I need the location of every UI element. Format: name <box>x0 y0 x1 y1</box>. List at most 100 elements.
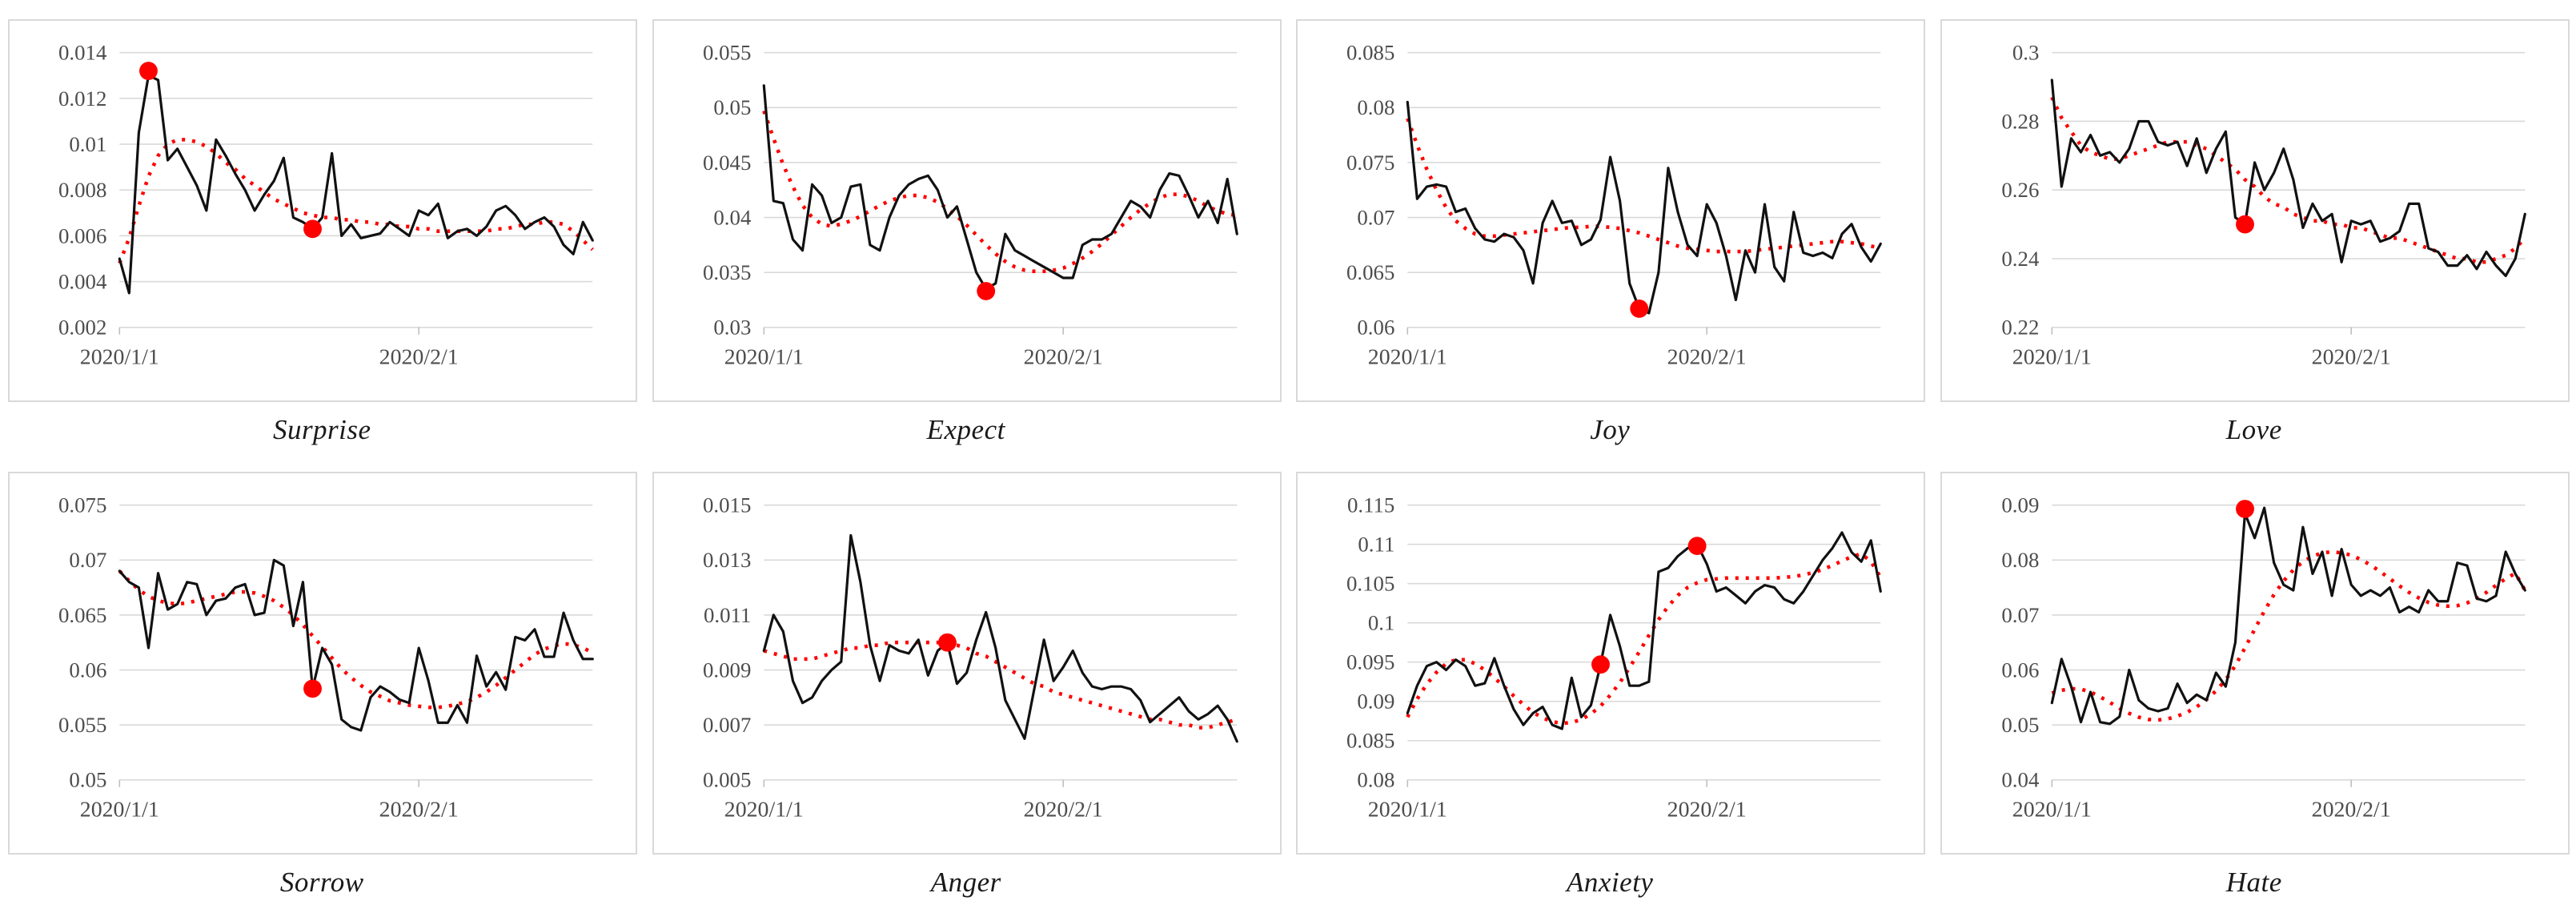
y-tick-label: 0.07 <box>2001 603 2039 627</box>
y-tick-label: 0.01 <box>69 132 106 156</box>
y-tick-label: 0.26 <box>2001 178 2039 202</box>
y-tick-label: 0.05 <box>2001 713 2039 737</box>
x-tick-label: 2020/2/1 <box>2311 797 2390 822</box>
chart-card: 0.04 0.05 0.06 0.07 0.08 0.09 2020/1/1 2020/2/1 <box>1940 472 2570 855</box>
data-line <box>2050 506 2526 726</box>
y-tick-label: 0.009 <box>702 658 750 682</box>
trend-line <box>118 138 594 264</box>
x-tick-label: 2020/1/1 <box>1368 797 1447 822</box>
event-marker-dot <box>303 679 322 698</box>
y-tick-label: 0.013 <box>702 548 750 572</box>
x-tick-label: 2020/2/1 <box>379 344 459 369</box>
y-tick-label: 0.08 <box>2001 548 2039 572</box>
x-tick-label: 2020/1/1 <box>2012 344 2091 369</box>
y-tick-label: 0.04 <box>713 205 751 229</box>
trend-line <box>118 569 594 710</box>
y-tick-label: 0.06 <box>1357 316 1394 340</box>
y-tick-label: 0.22 <box>2001 316 2039 340</box>
y-tick-label: 0.075 <box>1346 151 1394 175</box>
x-tick-label: 2020/2/1 <box>2311 344 2390 369</box>
data-line <box>118 558 594 732</box>
chart-title: Anxiety <box>1567 867 1654 898</box>
chart-card: 0.06 0.065 0.07 0.075 0.08 0.085 2020/1/1 2020/… <box>1296 19 1925 402</box>
data-line <box>118 74 594 295</box>
y-tick-label: 0.004 <box>58 270 106 294</box>
chart-title: Surprise <box>272 414 371 445</box>
x-tick-label: 2020/1/1 <box>1368 344 1447 369</box>
chart-card: 0.03 0.035 0.04 0.045 0.05 0.055 2020/1/1 2020/… <box>652 19 1282 402</box>
y-tick-label: 0.24 <box>2001 247 2039 271</box>
x-tick-label: 2020/2/1 <box>1667 344 1747 369</box>
y-tick-label: 0.011 <box>703 603 750 627</box>
chart-plot-area: 0.08 0.085 0.09 0.095 0.1 0.105 0.11 0.115 2020/… <box>1346 493 1883 822</box>
y-tick-label: 0.012 <box>58 86 106 111</box>
trend-line <box>2049 96 2526 264</box>
event-marker-dot <box>303 219 322 239</box>
event-marker-dot <box>139 62 158 80</box>
chart-title: Joy <box>1590 414 1631 445</box>
chart-plot-area: 0.03 0.035 0.04 0.045 0.05 0.055 2020/1/1 2020/… <box>702 41 1238 369</box>
chart-plot-area: 0.05 0.055 0.06 0.065 0.07 0.075 2020/1/1 2020/… <box>58 493 594 822</box>
chart-panel: 0.03 0.035 0.04 0.045 0.05 0.055 2020/1/1 2020/… <box>644 0 1289 452</box>
y-tick-label: 0.005 <box>702 768 750 792</box>
y-tick-label: 0.28 <box>2001 109 2039 133</box>
chart-panel: 0.08 0.085 0.09 0.095 0.1 0.105 0.11 0.115 2020/… <box>1288 452 1932 905</box>
chart-card: 0.002 0.004 0.006 0.008 0.01 0.012 0.014 2020/1… <box>8 19 637 402</box>
event-marker-dot <box>976 282 995 300</box>
chart-panel: 0.05 0.055 0.06 0.065 0.07 0.075 2020/1/1 2020/… <box>0 452 644 905</box>
chart-card: 0.005 0.007 0.009 0.011 0.013 0.015 2020/1/1 20… <box>652 472 1282 855</box>
y-tick-label: 0.015 <box>702 493 750 517</box>
y-tick-label: 0.002 <box>58 316 106 340</box>
y-tick-label: 0.05 <box>713 95 751 119</box>
y-tick-label: 0.085 <box>1346 41 1394 65</box>
chart-plot-area: 0.005 0.007 0.009 0.011 0.013 0.015 2020/1/1 20… <box>702 493 1238 822</box>
y-tick-label: 0.006 <box>58 223 106 247</box>
chart-panel: 0.04 0.05 0.06 0.07 0.08 0.09 2020/1/1 2020/2/1… <box>1932 452 2576 905</box>
y-tick-label: 0.06 <box>69 658 106 682</box>
y-tick-label: 0.075 <box>58 493 106 517</box>
y-tick-label: 0.055 <box>702 41 750 65</box>
x-tick-label: 2020/1/1 <box>80 797 159 822</box>
y-tick-label: 0.095 <box>1346 650 1394 674</box>
y-tick-label: 0.11 <box>1358 533 1394 557</box>
y-tick-label: 0.08 <box>1357 768 1394 792</box>
y-tick-label: 0.085 <box>1346 729 1394 753</box>
trend-line <box>1406 552 1883 726</box>
chart-title: Expect <box>926 414 1005 445</box>
y-tick-label: 0.008 <box>58 178 106 202</box>
y-tick-label: 0.065 <box>1346 260 1394 284</box>
data-line <box>1406 100 1882 315</box>
chart-plot-area: 0.04 0.05 0.06 0.07 0.08 0.09 2020/1/1 2020/2/1 <box>2001 493 2526 822</box>
chart-title: Love <box>2225 414 2282 445</box>
chart-title: Hate <box>2225 867 2282 898</box>
y-tick-label: 0.065 <box>58 603 106 627</box>
x-tick-label: 2020/2/1 <box>379 797 459 822</box>
chart-plot-area: 0.002 0.004 0.006 0.008 0.01 0.012 0.014 2020/1… <box>58 41 594 369</box>
x-tick-label: 2020/1/1 <box>724 344 803 369</box>
y-tick-label: 0.05 <box>69 768 106 792</box>
y-tick-label: 0.105 <box>1346 572 1394 596</box>
data-line <box>762 533 1238 743</box>
chart-card: 0.08 0.085 0.09 0.095 0.1 0.105 0.11 0.115 2020/… <box>1296 472 1925 855</box>
chart-card: 0.05 0.055 0.06 0.065 0.07 0.075 2020/1/1 2020/… <box>8 472 637 855</box>
y-tick-label: 0.07 <box>69 548 106 572</box>
x-tick-label: 2020/1/1 <box>80 344 159 369</box>
x-tick-label: 2020/1/1 <box>2012 797 2091 822</box>
event-marker-dot <box>1630 300 1649 318</box>
y-tick-label: 0.07 <box>1357 205 1394 229</box>
chart-panel: 0.005 0.007 0.009 0.011 0.013 0.015 2020/1/1 20… <box>644 452 1289 905</box>
y-tick-label: 0.09 <box>1357 690 1394 714</box>
y-tick-label: 0.007 <box>702 713 750 737</box>
chart-panel: 0.22 0.24 0.26 0.28 0.3 2020/1/1 2020/2/1 Love <box>1932 0 2576 452</box>
x-tick-label: 2020/2/1 <box>1023 344 1102 369</box>
y-tick-label: 0.09 <box>2001 493 2039 517</box>
chart-panel: 0.002 0.004 0.006 0.008 0.01 0.012 0.014 2020/1… <box>0 0 644 452</box>
y-tick-label: 0.3 <box>2012 41 2039 65</box>
y-tick-label: 0.06 <box>2001 658 2039 682</box>
event-marker-dot <box>2235 500 2254 518</box>
y-tick-label: 0.08 <box>1357 95 1394 119</box>
x-tick-label: 2020/1/1 <box>724 797 803 822</box>
trend-line <box>2051 549 2526 722</box>
chart-plot-area: 0.06 0.065 0.07 0.075 0.08 0.085 2020/1/1 2020/… <box>1346 41 1882 369</box>
chart-title: Anger <box>930 867 1001 898</box>
